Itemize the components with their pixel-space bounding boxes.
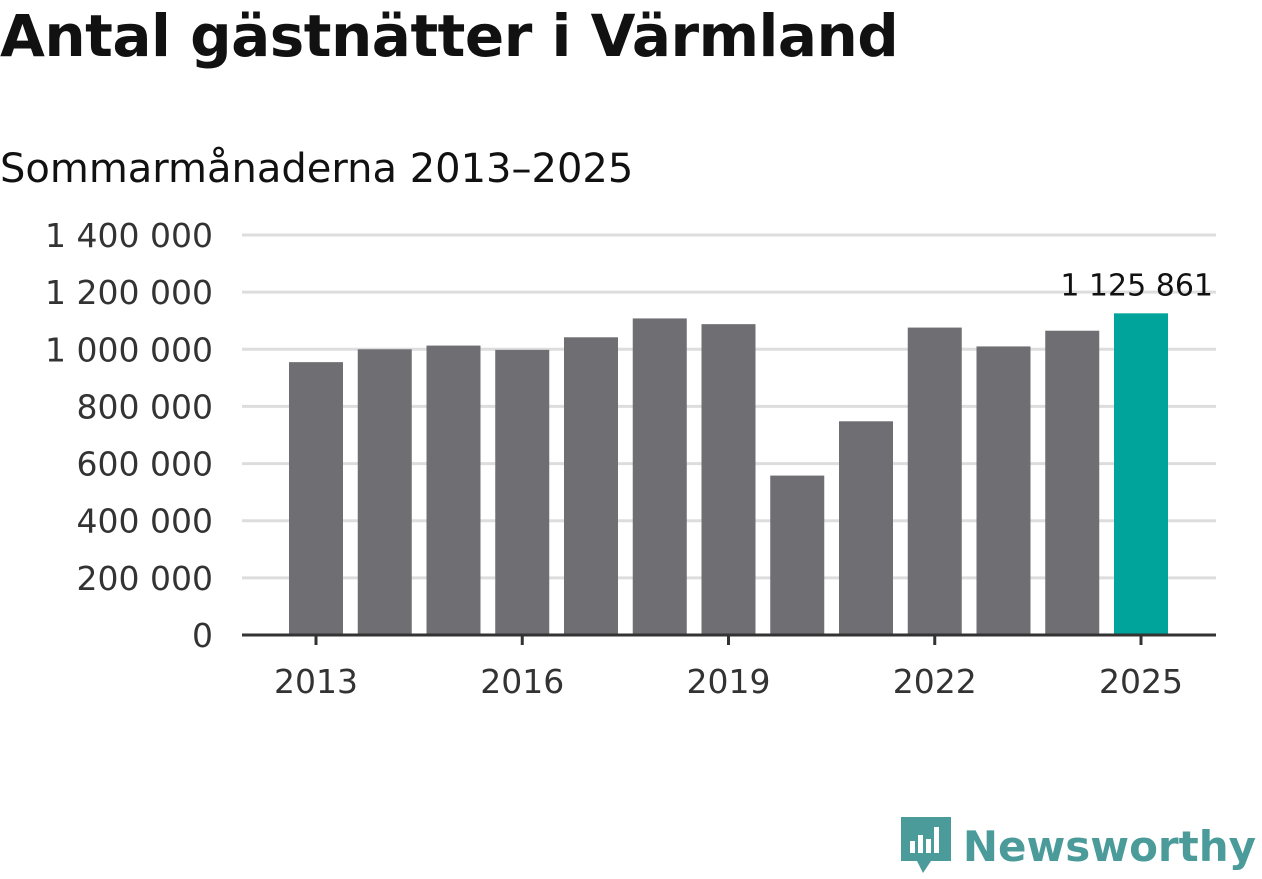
y-tick-label: 600 000	[77, 445, 213, 484]
x-tick-label: 2013	[274, 662, 358, 701]
y-tick-label: 800 000	[77, 387, 213, 426]
x-tick-label: 2016	[480, 662, 564, 701]
x-axis-ticks: 2013 2016 2019 2022 2025	[274, 635, 1183, 701]
chart-title: Antal gästnätter i Värmland	[0, 2, 899, 70]
y-axis-tick-labels: 0 200 000 400 000 600 000 800 000 1 000 000 1 …	[45, 216, 213, 655]
bar-2015	[426, 345, 481, 635]
y-tick-label: 1 000 000	[45, 330, 213, 369]
bar-2017	[564, 337, 618, 635]
bar-2019	[701, 324, 756, 635]
brand-name: Newsworthy	[962, 821, 1256, 871]
chart-subtitle: Sommarmånaderna 2013–2025	[0, 146, 634, 192]
bar-2014	[357, 349, 412, 635]
x-tick-label: 2022	[893, 662, 977, 701]
newsworthy-logo-icon	[900, 817, 951, 873]
bar-2023	[976, 346, 1031, 635]
brand-logo: Newsworthy	[900, 817, 1256, 875]
y-tick-label: 400 000	[77, 502, 213, 541]
x-tick-label: 2019	[687, 662, 771, 701]
data-labels: 1 125 861	[1060, 268, 1213, 303]
bar-2022	[907, 327, 962, 635]
x-tick-label: 2025	[1099, 662, 1183, 701]
y-tick-label: 1 400 000	[45, 216, 213, 255]
bar-2018	[632, 318, 687, 635]
bar-2020	[770, 475, 825, 635]
bars	[289, 313, 1168, 635]
y-tick-label: 200 000	[77, 559, 213, 598]
bar-2024	[1045, 330, 1100, 635]
bar-chart: 0 200 000 400 000 600 000 800 000 1 000 000 1 …	[45, 216, 1216, 701]
highlight-value-label: 1 125 861	[1060, 268, 1213, 303]
y-tick-label: 0	[192, 616, 213, 655]
y-tick-label: 1 200 000	[45, 273, 213, 312]
bar-2025	[1114, 313, 1168, 635]
bar-2013	[289, 362, 343, 635]
bar-2016	[495, 349, 550, 635]
bar-2021	[839, 421, 893, 635]
